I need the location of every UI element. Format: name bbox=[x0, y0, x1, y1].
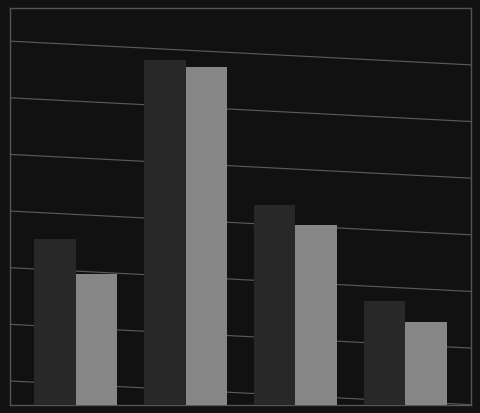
Bar bbox=[75, 274, 117, 405]
Bar bbox=[34, 239, 75, 405]
Bar bbox=[295, 225, 336, 405]
Bar bbox=[363, 301, 405, 405]
Bar bbox=[144, 60, 185, 405]
Bar bbox=[405, 322, 446, 405]
Bar bbox=[185, 67, 227, 405]
Bar bbox=[253, 205, 295, 405]
